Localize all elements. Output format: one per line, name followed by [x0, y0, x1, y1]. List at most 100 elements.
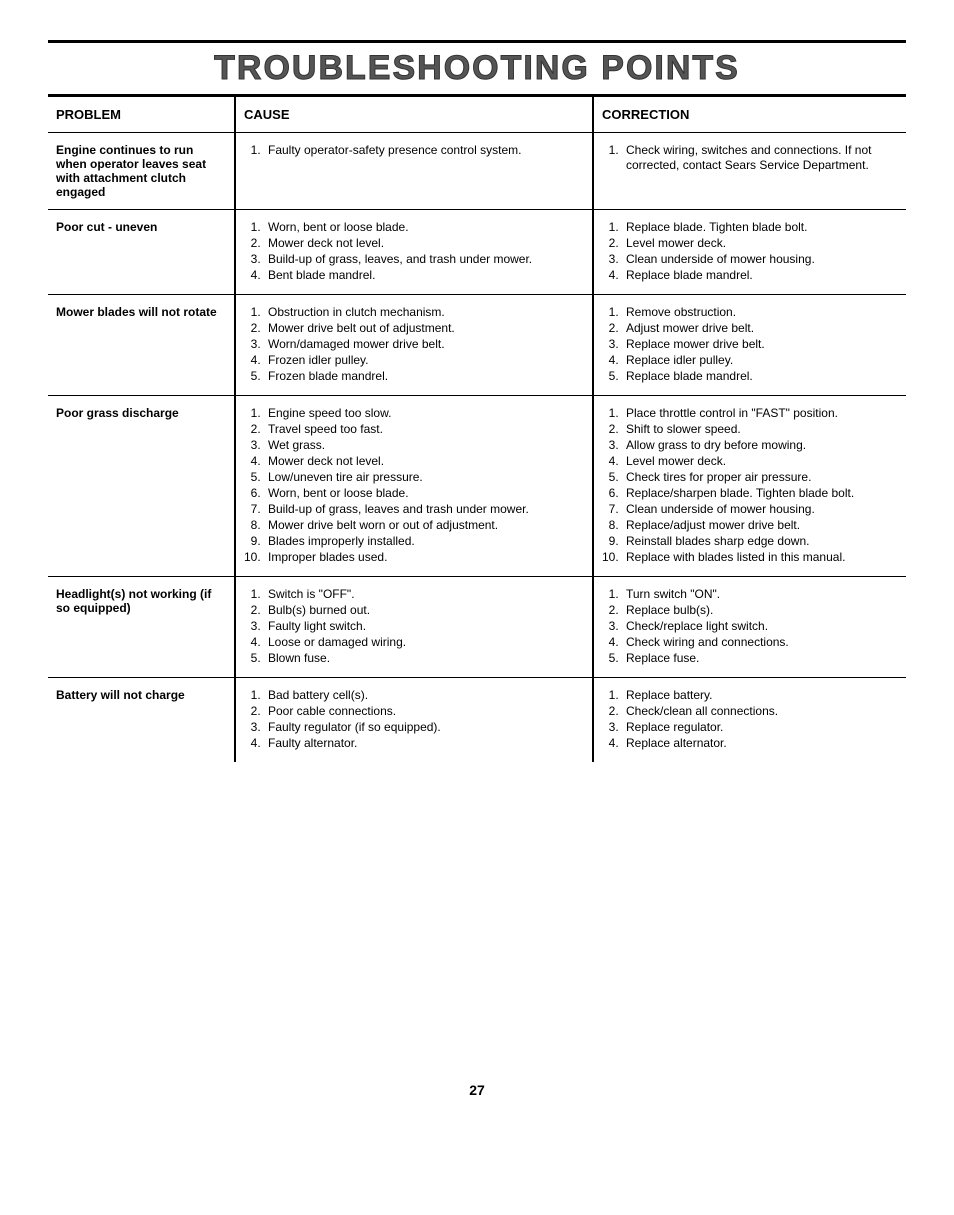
- correction-item: Replace/adjust mower drive belt.: [622, 518, 898, 533]
- problem-label: Engine continues to run when operator le…: [56, 143, 206, 199]
- problem-label: Poor cut - uneven: [56, 220, 157, 234]
- cause-item: Frozen idler pulley.: [264, 353, 584, 368]
- cause-item: Mower deck not level.: [264, 236, 584, 251]
- cause-item: Faulty alternator.: [264, 736, 584, 751]
- cause-item: Poor cable connections.: [264, 704, 584, 719]
- cause-item: Switch is "OFF".: [264, 587, 584, 602]
- cause-cell: Engine speed too slow.Travel speed too f…: [235, 396, 593, 577]
- col-header-cause: CAUSE: [235, 97, 593, 133]
- table-row: Engine continues to run when operator le…: [48, 133, 906, 210]
- correction-item: Reinstall blades sharp edge down.: [622, 534, 898, 549]
- cause-item: Bulb(s) burned out.: [264, 603, 584, 618]
- problem-label: Poor grass discharge: [56, 406, 179, 420]
- cause-item: Bad battery cell(s).: [264, 688, 584, 703]
- correction-cell: Remove obstruction.Adjust mower drive be…: [593, 295, 906, 396]
- problem-label: Mower blades will not rotate: [56, 305, 217, 319]
- correction-item: Replace blade mandrel.: [622, 268, 898, 283]
- cause-item: Worn, bent or loose blade.: [264, 486, 584, 501]
- cause-item: Bent blade mandrel.: [264, 268, 584, 283]
- correction-cell: Replace blade. Tighten blade bolt.Level …: [593, 210, 906, 295]
- cause-list: Obstruction in clutch mechanism.Mower dr…: [244, 305, 584, 384]
- correction-item: Allow grass to dry before mowing.: [622, 438, 898, 453]
- table-body: Engine continues to run when operator le…: [48, 133, 906, 763]
- correction-item: Check wiring and connections.: [622, 635, 898, 650]
- correction-item: Replace blade. Tighten blade bolt.: [622, 220, 898, 235]
- correction-item: Check/clean all connections.: [622, 704, 898, 719]
- correction-item: Replace battery.: [622, 688, 898, 703]
- cause-item: Faulty light switch.: [264, 619, 584, 634]
- correction-item: Replace fuse.: [622, 651, 898, 666]
- cause-list: Worn, bent or loose blade.Mower deck not…: [244, 220, 584, 283]
- col-header-correction: CORRECTION: [593, 97, 906, 133]
- correction-list: Replace battery.Check/clean all connecti…: [602, 688, 898, 751]
- cause-item: Frozen blade mandrel.: [264, 369, 584, 384]
- cause-item: Build-up of grass, leaves and trash unde…: [264, 502, 584, 517]
- table-row: Battery will not charge Bad battery cell(…: [48, 678, 906, 763]
- problem-cell: Battery will not charge: [48, 678, 235, 763]
- correction-item: Turn switch "ON".: [622, 587, 898, 602]
- correction-item: Replace with blades listed in this manua…: [622, 550, 898, 565]
- correction-list: Turn switch "ON".Replace bulb(s).Check/r…: [602, 587, 898, 666]
- correction-item: Clean underside of mower housing.: [622, 502, 898, 517]
- table-header-row: PROBLEM CAUSE CORRECTION: [48, 97, 906, 133]
- cause-item: Obstruction in clutch mechanism.: [264, 305, 584, 320]
- correction-item: Replace idler pulley.: [622, 353, 898, 368]
- table-row: Poor cut - uneven Worn, bent or loose bla…: [48, 210, 906, 295]
- correction-list: Place throttle control in "FAST" positio…: [602, 406, 898, 565]
- correction-list: Replace blade. Tighten blade bolt.Level …: [602, 220, 898, 283]
- correction-item: Level mower deck.: [622, 454, 898, 469]
- correction-item: Shift to slower speed.: [622, 422, 898, 437]
- table-row: Poor grass discharge Engine speed too slo…: [48, 396, 906, 577]
- correction-item: Check tires for proper air pressure.: [622, 470, 898, 485]
- cause-item: Build-up of grass, leaves, and trash und…: [264, 252, 584, 267]
- cause-item: Low/uneven tire air pressure.: [264, 470, 584, 485]
- correction-cell: Check wiring, switches and connections. …: [593, 133, 906, 210]
- problem-cell: Poor grass discharge: [48, 396, 235, 577]
- col-header-problem: PROBLEM: [48, 97, 235, 133]
- problem-label: Headlight(s) not working (if so equipped…: [56, 587, 211, 615]
- cause-item: Loose or damaged wiring.: [264, 635, 584, 650]
- problem-label: Battery will not charge: [56, 688, 185, 702]
- correction-item: Replace regulator.: [622, 720, 898, 735]
- cause-item: Travel speed too fast.: [264, 422, 584, 437]
- correction-item: Check/replace light switch.: [622, 619, 898, 634]
- cause-item: Mower deck not level.: [264, 454, 584, 469]
- problem-cell: Headlight(s) not working (if so equipped…: [48, 577, 235, 678]
- cause-item: Faulty operator-safety presence control …: [264, 143, 584, 158]
- cause-item: Improper blades used.: [264, 550, 584, 565]
- problem-cell: Poor cut - uneven: [48, 210, 235, 295]
- correction-cell: Replace battery.Check/clean all connecti…: [593, 678, 906, 763]
- correction-item: Replace mower drive belt.: [622, 337, 898, 352]
- cause-item: Worn/damaged mower drive belt.: [264, 337, 584, 352]
- correction-cell: Place throttle control in "FAST" positio…: [593, 396, 906, 577]
- correction-item: Level mower deck.: [622, 236, 898, 251]
- correction-item: Replace alternator.: [622, 736, 898, 751]
- problem-cell: Mower blades will not rotate: [48, 295, 235, 396]
- correction-cell: Turn switch "ON".Replace bulb(s).Check/r…: [593, 577, 906, 678]
- correction-item: Adjust mower drive belt.: [622, 321, 898, 336]
- correction-item: Replace blade mandrel.: [622, 369, 898, 384]
- cause-cell: Switch is "OFF".Bulb(s) burned out.Fault…: [235, 577, 593, 678]
- cause-cell: Faulty operator-safety presence control …: [235, 133, 593, 210]
- cause-item: Worn, bent or loose blade.: [264, 220, 584, 235]
- table-row: Headlight(s) not working (if so equipped…: [48, 577, 906, 678]
- page-title: TROUBLESHOOTING POINTS: [48, 49, 906, 88]
- cause-cell: Obstruction in clutch mechanism.Mower dr…: [235, 295, 593, 396]
- correction-item: Check wiring, switches and connections. …: [622, 143, 898, 173]
- table-row: Mower blades will not rotate Obstruction …: [48, 295, 906, 396]
- correction-list: Check wiring, switches and connections. …: [602, 143, 898, 173]
- cause-item: Engine speed too slow.: [264, 406, 584, 421]
- cause-cell: Worn, bent or loose blade.Mower deck not…: [235, 210, 593, 295]
- correction-item: Place throttle control in "FAST" positio…: [622, 406, 898, 421]
- cause-list: Faulty operator-safety presence control …: [244, 143, 584, 158]
- correction-list: Remove obstruction.Adjust mower drive be…: [602, 305, 898, 384]
- cause-item: Blades improperly installed.: [264, 534, 584, 549]
- correction-item: Remove obstruction.: [622, 305, 898, 320]
- troubleshooting-table: PROBLEM CAUSE CORRECTION Engine continue…: [48, 97, 906, 762]
- top-rule: [48, 40, 906, 43]
- cause-item: Wet grass.: [264, 438, 584, 453]
- cause-item: Mower drive belt worn or out of adjustme…: [264, 518, 584, 533]
- cause-item: Faulty regulator (if so equipped).: [264, 720, 584, 735]
- cause-item: Blown fuse.: [264, 651, 584, 666]
- cause-list: Engine speed too slow.Travel speed too f…: [244, 406, 584, 565]
